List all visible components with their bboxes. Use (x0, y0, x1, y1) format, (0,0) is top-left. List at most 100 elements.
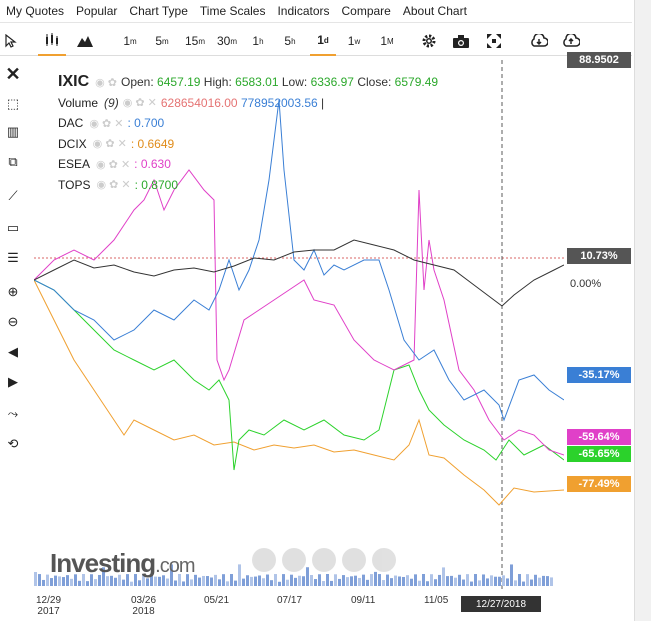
x-label-5: 11/05 (424, 595, 449, 606)
legend-row-tops: TOPS ◉ ✿ ✕ : 0.8700 (58, 175, 438, 196)
volume-bar (154, 576, 157, 586)
legend-tops-name: TOPS (58, 177, 91, 192)
volume-bar (238, 564, 241, 586)
volume-bar (102, 567, 105, 586)
volume-bar (370, 574, 373, 586)
volume-bar (442, 567, 445, 586)
reset-zoom-icon[interactable]: ⟲ (7, 436, 19, 451)
select-area-icon[interactable]: ⬚ (6, 96, 20, 111)
gear-icon[interactable] (418, 26, 440, 56)
menu-my-quotes[interactable]: My Quotes (6, 4, 65, 18)
volume-bar (330, 580, 333, 586)
close-value: 6579.49 (394, 75, 439, 90)
menu-time-scales[interactable]: Time Scales (199, 4, 266, 18)
price-chart[interactable] (34, 60, 564, 590)
volume-bar (202, 575, 205, 586)
volume-bar (382, 580, 385, 586)
volume-bar (246, 575, 249, 586)
close-icon[interactable]: ✕ (5, 63, 21, 84)
eye-icon[interactable]: ◉ ✿ ✕ (89, 117, 124, 130)
volume-bar (250, 576, 253, 586)
download-icon[interactable] (528, 26, 550, 56)
page-scrollbar[interactable] (634, 0, 651, 621)
trendline-icon[interactable]: ⟋ (8, 188, 18, 203)
menu-compare[interactable]: Compare (341, 4, 391, 18)
volume-bar (522, 581, 525, 586)
volume-bar (178, 574, 181, 586)
menu-popular[interactable]: Popular (76, 4, 118, 18)
volume-separator: | (321, 95, 325, 110)
x-label-0: 12/29 2017 (36, 595, 62, 617)
volume-bar (314, 579, 317, 586)
zoom-forward-icon[interactable]: ⤳ (7, 406, 19, 421)
fullscreen-icon[interactable] (483, 26, 505, 56)
cursor-icon[interactable] (2, 26, 20, 56)
legend-row-dcix: DCIX ◉ ✿ ✕ : 0.6649 (58, 134, 438, 155)
scroll-left-icon[interactable]: ◀ (8, 344, 18, 359)
volume-bar (386, 574, 389, 586)
volume-bar (198, 577, 201, 586)
axis-badge-esea: -59.64% (567, 429, 631, 445)
volume-bar (150, 575, 153, 586)
volume-bar (526, 574, 529, 586)
x-label-4: 09/11 (351, 595, 376, 606)
timeframe-30m[interactable]: 30 m (216, 34, 238, 48)
volume-bar (282, 574, 285, 586)
volume-bar (322, 581, 325, 586)
volume-bar (494, 576, 497, 586)
nav-reset-icon[interactable] (372, 548, 396, 572)
legend-dac-value: : 0.700 (127, 116, 165, 131)
horizontal-lines-icon[interactable]: ☰ (7, 250, 19, 265)
nav-scroll-left-icon[interactable] (312, 548, 336, 572)
volume-bar (138, 580, 141, 586)
copy-icon[interactable]: ⧉ (8, 154, 18, 169)
eye-icon[interactable]: ◉ ✿ ✕ (96, 179, 131, 192)
eye-icon[interactable]: ◉ ✿ ✕ (122, 97, 157, 110)
nav-zoom-out-icon[interactable] (282, 548, 306, 572)
menu-chart-type[interactable]: Chart Type (129, 4, 188, 18)
nav-zoom-in-icon[interactable] (252, 548, 276, 572)
drawing-tools-sidebar: ✕ ⬚ ▥ ⧉ ⟋ ▭ ☰ ⊕ ⊖ ◀ ▶ ⤳ ⟲ (0, 60, 26, 460)
series-line-dcix (34, 279, 564, 506)
timeframe-15m[interactable]: 15 m (184, 34, 206, 48)
eye-icon[interactable]: ◉ ✿ ✕ (96, 158, 131, 171)
volume-bar (354, 575, 357, 586)
volume-bar (466, 574, 469, 586)
candlestick-tool-icon[interactable]: ▥ (6, 124, 20, 139)
eye-icon[interactable]: ◉ ✿ (95, 76, 117, 89)
volume-bar (418, 580, 421, 586)
volume-bar (46, 574, 49, 586)
volume-bar (518, 574, 521, 586)
zoom-out-icon[interactable]: ⊖ (7, 314, 19, 329)
upload-icon[interactable] (560, 26, 582, 56)
x-label-2: 05/21 (204, 595, 230, 606)
volume-bar (270, 580, 273, 586)
volume-bar (266, 574, 269, 586)
camera-icon[interactable] (450, 26, 472, 56)
zoom-in-icon[interactable]: ⊕ (7, 284, 19, 299)
axis-label-zero: 0.00% (570, 278, 602, 290)
volume-bar (210, 577, 213, 586)
volume-bar (470, 581, 473, 586)
eye-icon[interactable]: ◉ ✿ ✕ (92, 138, 127, 151)
rectangle-icon[interactable]: ▭ (6, 220, 20, 235)
volume-bar (194, 574, 197, 586)
volume-bar (78, 580, 81, 586)
volume-bar (106, 576, 109, 586)
x-label-1: 03/26 2018 (131, 595, 157, 617)
scroll-right-icon[interactable]: ▶ (8, 374, 18, 389)
menu-indicators[interactable]: Indicators (277, 4, 330, 18)
candlestick-chart-icon[interactable] (38, 26, 66, 56)
area-chart-icon[interactable] (74, 26, 96, 56)
nav-scroll-right-icon[interactable] (342, 548, 366, 572)
menu-about-chart[interactable]: About Chart (402, 4, 467, 18)
volume-bar (378, 574, 381, 586)
volume-bar (410, 578, 413, 586)
